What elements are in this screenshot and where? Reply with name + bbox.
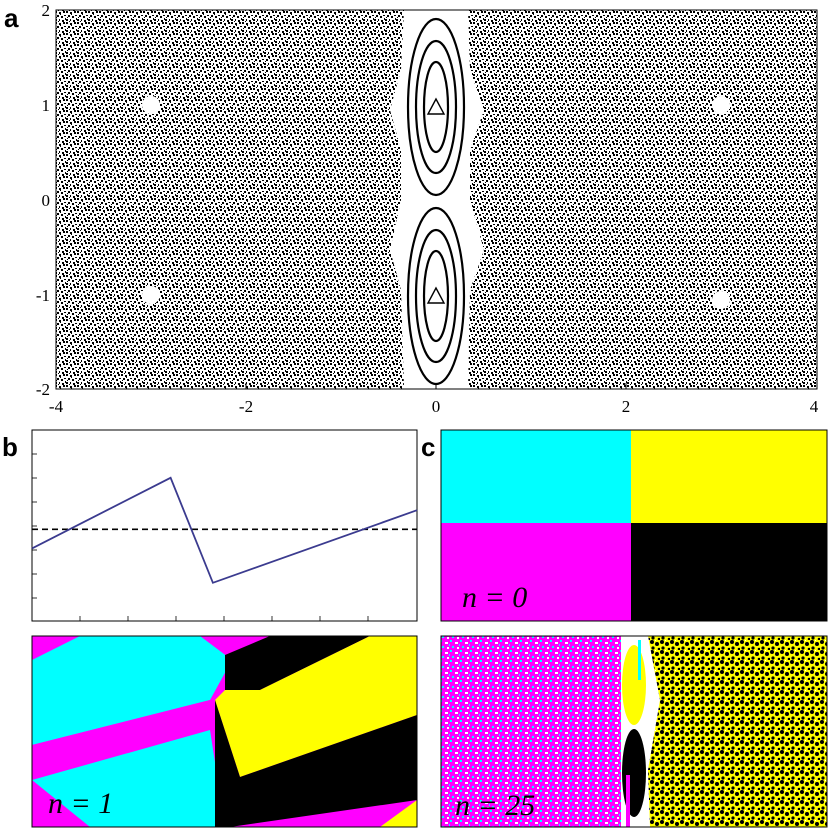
black-region — [225, 636, 370, 690]
panel-letter-c: c — [421, 432, 435, 462]
minor-ticks-b — [32, 453, 369, 621]
x-tick-label: -2 — [239, 397, 253, 416]
cyan-region — [32, 636, 232, 745]
cyan-quadrant — [441, 430, 631, 523]
triangle-marker-lower — [426, 286, 446, 304]
y-tick-label: 2 — [42, 1, 51, 20]
x-tick-label: -4 — [49, 397, 64, 416]
orbits-upper — [406, 17, 466, 197]
circle-marker — [142, 96, 160, 114]
x-tick-label: 4 — [810, 397, 819, 416]
panel-a: -4 -2 0 2 4 2 1 0 -1 -2 — [36, 1, 819, 416]
black-island — [622, 729, 646, 817]
magenta-quadrant — [441, 523, 631, 621]
regular-island-channel — [390, 10, 484, 389]
mixed-yellow-black-region — [640, 636, 827, 827]
panel-letter-a: a — [4, 3, 19, 33]
plot-frame-b-lower — [31, 635, 418, 828]
magenta-sliver — [626, 775, 630, 827]
plot-frame-b — [31, 429, 418, 622]
mixed-magenta-cyan-region — [441, 636, 621, 827]
orbit-upper-3 — [422, 60, 450, 154]
orbit-lower-3 — [422, 249, 450, 343]
orbit-upper-1 — [406, 17, 466, 197]
iteration-label: n = 1 — [48, 787, 113, 820]
y-tick-label: 0 — [42, 191, 51, 210]
black-region — [215, 700, 417, 827]
black-quadrant — [631, 523, 827, 621]
y-tick-label: -1 — [36, 286, 50, 305]
iteration-label: n = 0 — [462, 581, 527, 614]
yellow-island — [622, 645, 646, 725]
circle-marker — [142, 286, 160, 304]
y-tick-label: -2 — [36, 380, 50, 399]
panel-c-lower: n = 25 — [440, 635, 828, 828]
x-tick-label: 0 — [432, 397, 441, 416]
iteration-label: n = 25 — [455, 789, 535, 822]
circle-marker — [712, 291, 730, 309]
panel-b-upper — [31, 429, 418, 622]
circle-marker — [712, 96, 730, 114]
plot-frame-c-lower — [440, 635, 828, 828]
yellow-quadrant — [631, 430, 827, 523]
panel-c-upper: n = 0 — [440, 429, 828, 622]
magenta-region — [32, 700, 210, 780]
orbit-lower-2 — [414, 228, 458, 364]
x-tick-label: 2 — [622, 397, 631, 416]
orbit-upper-2 — [414, 39, 458, 175]
cyan-sliver — [638, 640, 641, 680]
panel-b-lower: n = 1 — [31, 635, 418, 828]
y-tick-label: 1 — [42, 96, 51, 115]
x-tick-marks-a — [55, 383, 818, 389]
sawtooth-line — [31, 476, 418, 584]
plot-frame-c — [440, 429, 828, 622]
triangle-marker-upper — [426, 97, 446, 115]
yellow-region — [215, 636, 417, 777]
panel-letter-b: b — [2, 432, 18, 462]
yellow-region — [380, 800, 417, 827]
cyan-region — [32, 730, 225, 827]
magenta-region — [32, 790, 90, 827]
